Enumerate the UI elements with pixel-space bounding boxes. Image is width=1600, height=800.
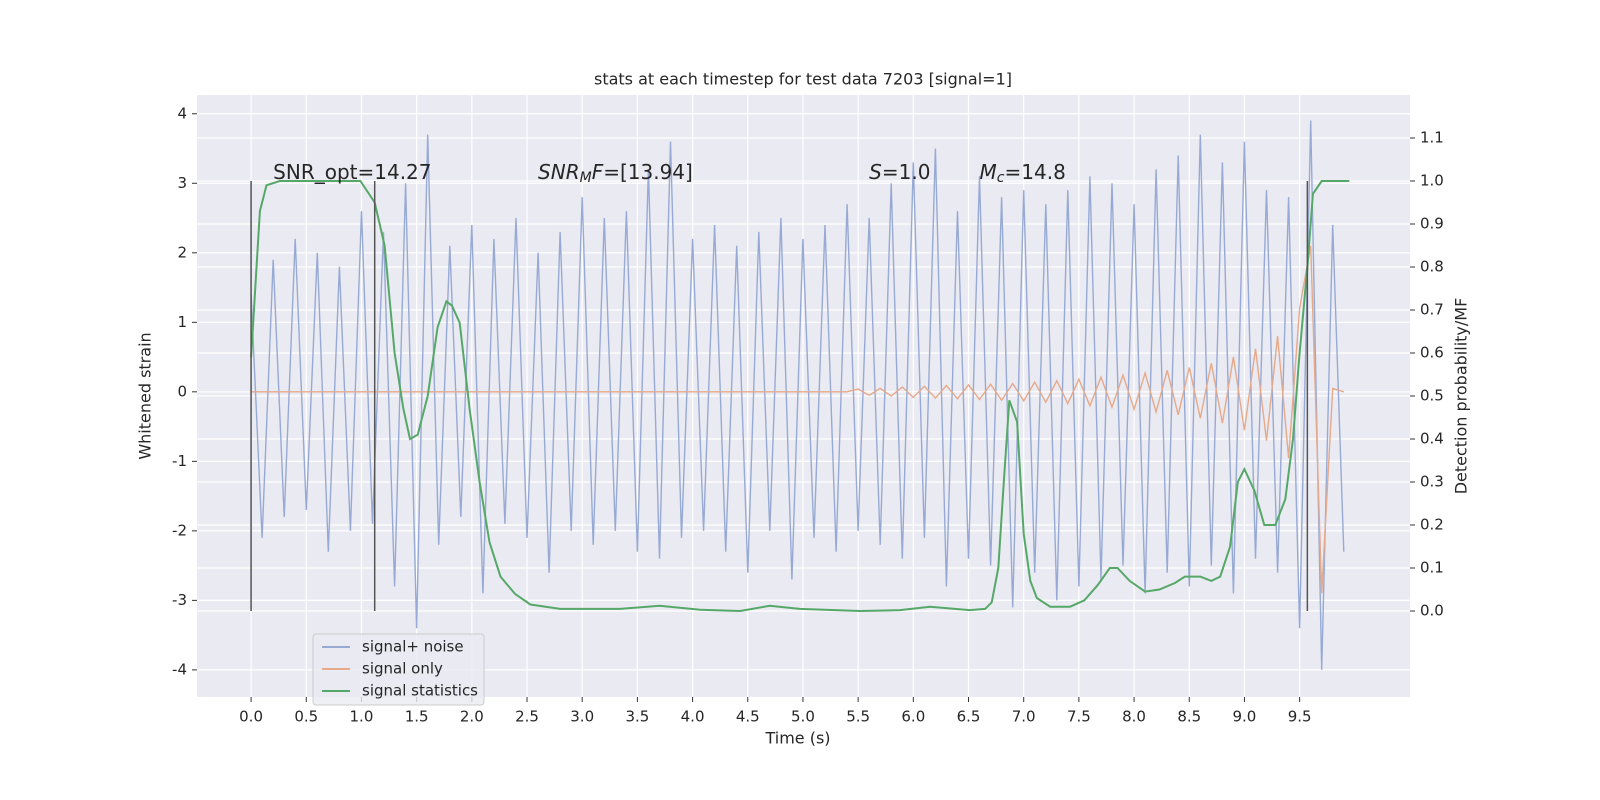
y-tick-label: 1 [177,313,187,331]
y-axis-label: Whitened strain [136,332,155,459]
annotation-part: M [580,170,592,186]
x-tick-label: 5.5 [846,708,870,726]
x-tick-label: 7.0 [1012,708,1036,726]
y-tick-label: 3 [177,174,187,192]
annotation: SNRMF=[13.94] [538,159,693,186]
x-tick-label: 0.5 [294,708,318,726]
annotation-part: F [592,159,604,183]
x-tick-label: 2.0 [460,708,484,726]
x-tick-label: 3.5 [625,708,649,726]
x-tick-label: 1.0 [350,708,374,726]
legend-label: signal+ noise [362,638,464,656]
x-tick-label: 7.5 [1067,708,1091,726]
y2-tick-label: 0.3 [1420,473,1444,491]
annotation-part: =[13.94] [603,159,693,183]
annotation-part: SNR_opt=14.27 [273,159,431,183]
y2-tick-label: 1.0 [1420,172,1444,190]
y-tick-label: 4 [177,104,187,122]
y2-tick-label: 0.1 [1420,559,1444,577]
y2-tick-label: 0.9 [1420,215,1444,233]
marks: SNR_opt=14.27 SNRMF=[13.94] S=1.0 Mc=14.8 [250,120,1350,670]
y-tick-label: -2 [172,521,187,539]
y2-axis-label: Detection probability/MF [1452,298,1471,495]
chart-title: stats at each timestep for test data 720… [594,70,1012,89]
annotation: S=1.0 [869,159,930,183]
y2-tick-label: 0.5 [1420,387,1444,405]
annotation: SNR_opt=14.27 [273,159,431,183]
y-tick-label: -4 [172,660,187,678]
legend: signal+ noise signal only signal statistic… [312,633,485,706]
legend-box [312,633,485,706]
legend-label: signal statistics [362,682,478,700]
x-tick-label: 6.5 [957,708,981,726]
axes: 0.0 0.5 1.0 1.5 2.0 2.5 3.0 3.5 4.0 4.5 5.0 5.5 6.0 6… [172,104,1444,725]
x-tick-label: 4.0 [681,708,705,726]
x-tick-label: 2.5 [515,708,539,726]
legend-label: signal only [362,660,443,678]
y2-tick-label: 0.0 [1420,602,1444,620]
x-axis-label: Time (s) [764,729,830,748]
annotation-part: S [869,159,882,183]
y2-tick-label: 0.8 [1420,258,1444,276]
y-tick-label: 0 [177,382,187,400]
x-tick-label: 6.0 [901,708,925,726]
annotation-part: =1.0 [882,159,931,183]
y-tick-label: -1 [172,452,187,470]
y2-tick-label: 0.6 [1420,344,1444,362]
x-tick-label: 1.5 [405,708,429,726]
annotation-part: M [980,159,997,183]
annotation: Mc=14.8 [980,159,1066,186]
x-tick-label: 4.5 [736,708,760,726]
series-line [251,245,1345,594]
x-tick-label: 9.0 [1233,708,1257,726]
x-tick-label: 9.5 [1288,708,1312,726]
x-tick-label: 3.0 [570,708,594,726]
y-tick-label: -3 [172,591,187,609]
annotation-part: SNR [538,159,580,183]
y2-tick-label: 1.1 [1420,129,1444,147]
series-line [250,120,1345,670]
y2-tick-label: 0.2 [1420,516,1444,534]
annotation-part: =14.8 [1005,159,1066,183]
x-tick-label: 5.0 [791,708,815,726]
series-line [250,180,1350,613]
x-tick-label: 0.0 [239,708,263,726]
x-tick-label: 8.5 [1177,708,1201,726]
x-tick-label: 8.0 [1122,708,1146,726]
y2-tick-label: 0.4 [1420,430,1444,448]
annotation-part: c [997,170,1005,186]
y-tick-label: 2 [177,243,187,261]
y2-tick-label: 0.7 [1420,301,1444,319]
